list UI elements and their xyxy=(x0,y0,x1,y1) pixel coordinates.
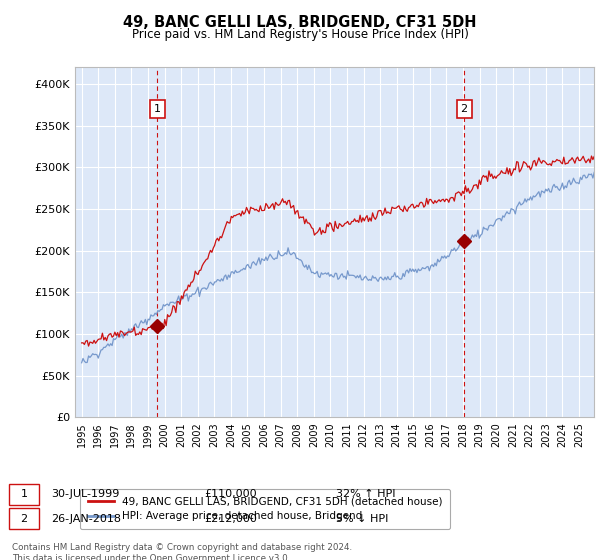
Text: 1: 1 xyxy=(20,489,28,500)
Text: £110,000: £110,000 xyxy=(204,489,257,500)
Text: 5% ↓ HPI: 5% ↓ HPI xyxy=(336,514,388,524)
Text: 32% ↑ HPI: 32% ↑ HPI xyxy=(336,489,395,500)
Text: 30-JUL-1999: 30-JUL-1999 xyxy=(51,489,119,500)
Text: Contains HM Land Registry data © Crown copyright and database right 2024.
This d: Contains HM Land Registry data © Crown c… xyxy=(12,543,352,560)
Text: 49, BANC GELLI LAS, BRIDGEND, CF31 5DH: 49, BANC GELLI LAS, BRIDGEND, CF31 5DH xyxy=(123,15,477,30)
Text: 1: 1 xyxy=(154,104,161,114)
Text: 2: 2 xyxy=(461,104,468,114)
Legend: 49, BANC GELLI LAS, BRIDGEND, CF31 5DH (detached house), HPI: Average price, det: 49, BANC GELLI LAS, BRIDGEND, CF31 5DH (… xyxy=(80,489,449,529)
Text: 2: 2 xyxy=(20,514,28,524)
Text: £212,000: £212,000 xyxy=(204,514,257,524)
Text: Price paid vs. HM Land Registry's House Price Index (HPI): Price paid vs. HM Land Registry's House … xyxy=(131,28,469,41)
Text: 26-JAN-2018: 26-JAN-2018 xyxy=(51,514,121,524)
